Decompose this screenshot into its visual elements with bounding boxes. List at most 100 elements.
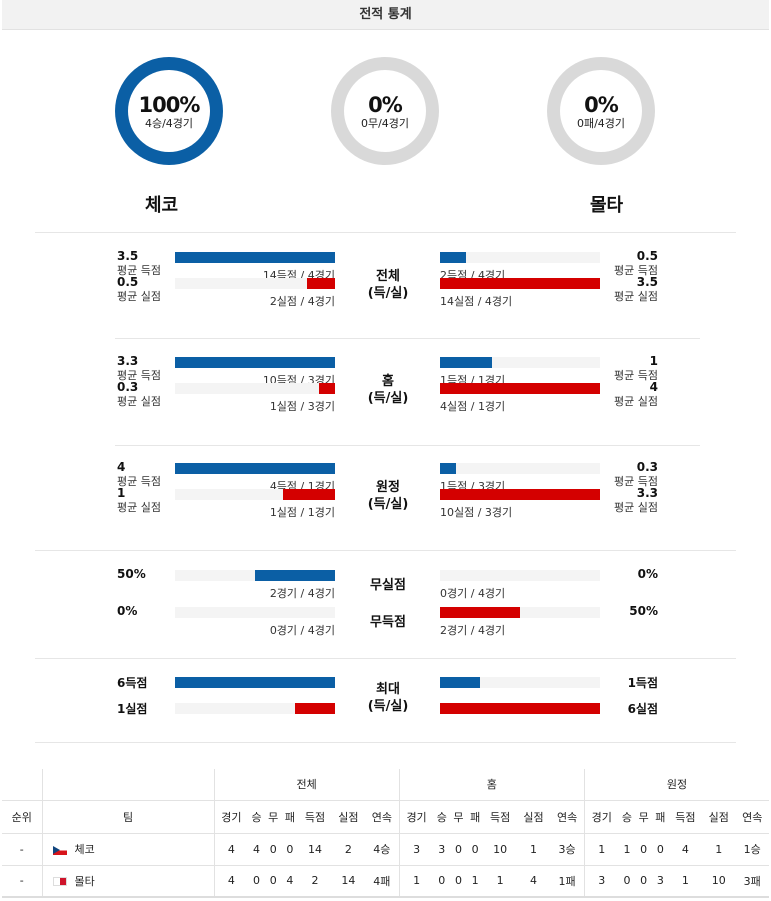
stat-cell: 10 [702,865,736,898]
table-row: - 몰타 4 0 0 4 2 14 4패 1 0 0 1 1 4 1패 3 0 0 3 1 10 3패 [2,865,769,898]
section-center-label: 홈 (득/실) [348,373,428,407]
right-stat-value: 3.3 [636,486,658,500]
team-cell[interactable]: 체코 [42,833,215,866]
team-name[interactable]: 몰타 [74,874,95,888]
section-center-label-line: 최대 [376,682,400,697]
team-cell[interactable]: 몰타 [42,865,215,898]
right-stat-bar-fill [440,463,456,474]
right-stat-bar-track [440,463,600,474]
right-stat-note: 4실점 / 1경기 [440,400,506,413]
column-header: 패 [466,799,484,834]
donut-center: 0% 0무/4경기 [344,70,426,152]
section-center-label-line: (득/실) [367,699,409,714]
section-divider [35,550,736,551]
column-header: 득점 [483,799,517,834]
right-stat-value: 4 [649,380,658,394]
left-stat-note: 0경기 / 4경기 [269,624,335,637]
left-stat-value: 3.5 [117,249,139,263]
donut-center: 0% 0패/4경기 [560,70,642,152]
left-stat-label: 평균 득점 [117,369,161,382]
section-divider [115,445,700,446]
column-header: 승 [248,799,265,834]
stat-cell: 0 [248,865,265,898]
stat-cell: 4 [214,865,249,898]
stat-cell: 1 [466,865,484,898]
left-stat-bar-fill [175,357,335,368]
stat-cell: 1패 [550,865,585,898]
team-name[interactable]: 체코 [74,843,95,856]
stat-cell: 4 [248,833,265,866]
group-header: 원정 [666,778,688,792]
stat-cell: 1 [668,865,703,898]
column-header: 경기 [214,799,249,834]
standings-table: 전체 홈 원정 순위 팀 경기 승 무 패 득점 실점 연속 경기 승 무 패 득점 실점 연속 경기 승 무 패 득점 실점 연… [2,769,769,898]
column-header: 실점 [516,799,551,834]
column-header: 팀 [42,799,215,834]
column-header: 무 [450,799,467,834]
right-stat-label: 평균 득점 [614,475,658,488]
left-stat-value: 3.3 [117,354,139,368]
right-stat-bar-fill [440,677,480,688]
left-stat-value: 0.3 [117,380,139,394]
malta-flag-icon [52,877,67,887]
column-header: 경기 [399,799,434,834]
right-stat-bar-track [440,357,600,368]
left-stat-bar-fill [175,677,335,688]
page-title: 전적 통계 [2,0,769,30]
right-stat-note: 0경기 / 4경기 [440,587,506,600]
left-stat-note: 1실점 / 3경기 [269,400,335,413]
left-stat-value: 50% [117,567,146,581]
group-header: 전체 [214,769,400,800]
left-stat-value: 0.5 [117,275,139,289]
column-header: 연속 [550,799,585,834]
section-center-label: 원정 (득/실) [348,479,428,513]
right-stat-value: 6실점 [627,702,658,716]
right-stat-note: 2경기 / 4경기 [440,624,506,637]
right-stat-value: 0.3 [636,460,658,474]
left-stat-value: 1실점 [117,702,148,716]
left-stat-label: 평균 실점 [117,395,161,408]
left-stat-label: 평균 득점 [117,264,161,277]
left-stat-label: 평균 득점 [117,475,161,488]
left-stat-bar-track [175,383,335,394]
column-header: 승 [433,799,451,834]
right-stat-value: 1 [649,354,658,368]
blank-cell [42,769,215,800]
stat-cell: 4 [214,833,249,866]
stat-cell: 0 [450,833,467,866]
right-stat-value: 1득점 [627,676,658,690]
right-stat-bar-fill [440,607,520,618]
right-stat-bar-track [440,383,600,394]
left-stat-value: 6득점 [117,676,148,690]
stat-cell: 3 [399,833,434,866]
stat-cell: 0 [433,865,451,898]
stat-cell: 3 [652,865,669,898]
stat-cell: 4승 [365,833,400,866]
left-stat-label: 평균 실점 [117,501,161,514]
section-divider [35,658,736,659]
stat-cell: 0 [466,833,484,866]
czech-flag-icon [52,845,67,855]
stat-cell: 1 [516,833,551,866]
column-header: 패 [281,799,299,834]
stat-cell: 0 [450,865,467,898]
table-row: - 체코 4 4 0 0 14 2 4승 3 3 0 0 10 1 3승 1 1 0 0 4 1 1승 [2,833,769,866]
left-stat-bar-track [175,357,335,368]
stat-cell: 1승 [735,833,769,866]
rank-cell: - [2,865,43,898]
left-stat-note: 2실점 / 4경기 [269,295,335,308]
column-header: 실점 [331,799,366,834]
right-stat-label: 평균 득점 [614,264,658,277]
left-stat-bar-track [175,570,335,581]
stat-cell: 0 [281,833,299,866]
left-stat-bar-track [175,607,335,618]
right-stat-note: 10실점 / 3경기 [440,506,513,519]
left-stat-bar-fill [295,703,335,714]
right-stat-bar-track [440,607,600,618]
left-stat-value: 0% [117,604,138,618]
away-win-donut: 0% 0패/4경기 [547,57,655,165]
stat-cell: 1 [702,833,736,866]
right-stat-value: 0.5 [636,249,658,263]
section-center-label: 전체 (득/실) [348,268,428,302]
left-stat-value: 1 [117,486,126,500]
